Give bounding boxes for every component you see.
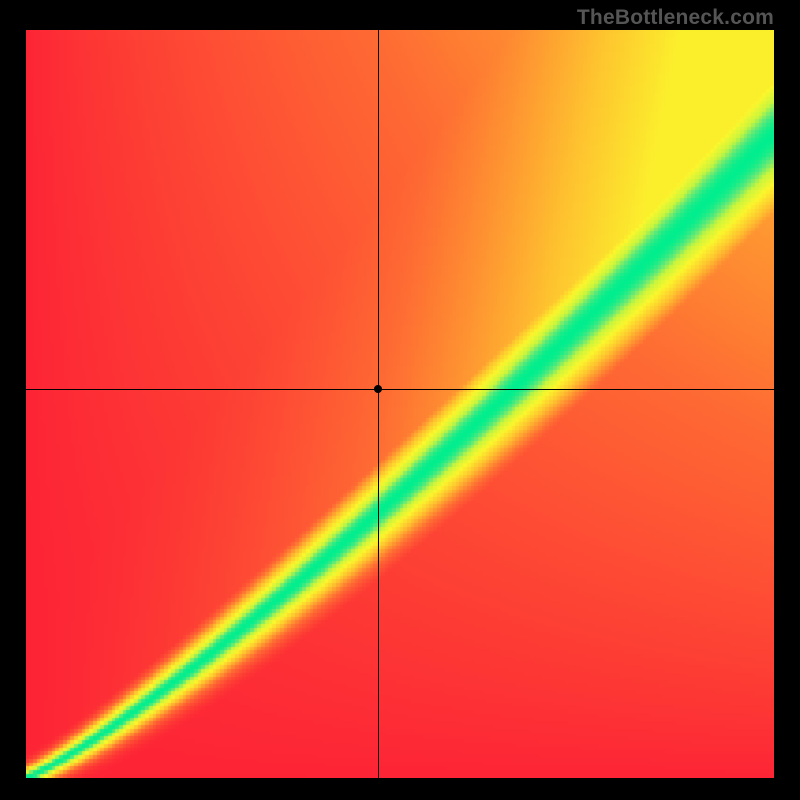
- watermark-text: TheBottleneck.com: [577, 6, 774, 30]
- crosshair-horizontal: [26, 389, 774, 390]
- figure-container: TheBottleneck.com: [0, 0, 800, 800]
- crosshair-dot: [374, 385, 382, 393]
- heatmap-canvas: [26, 30, 774, 778]
- plot-frame: [26, 30, 774, 778]
- crosshair-vertical: [378, 30, 379, 778]
